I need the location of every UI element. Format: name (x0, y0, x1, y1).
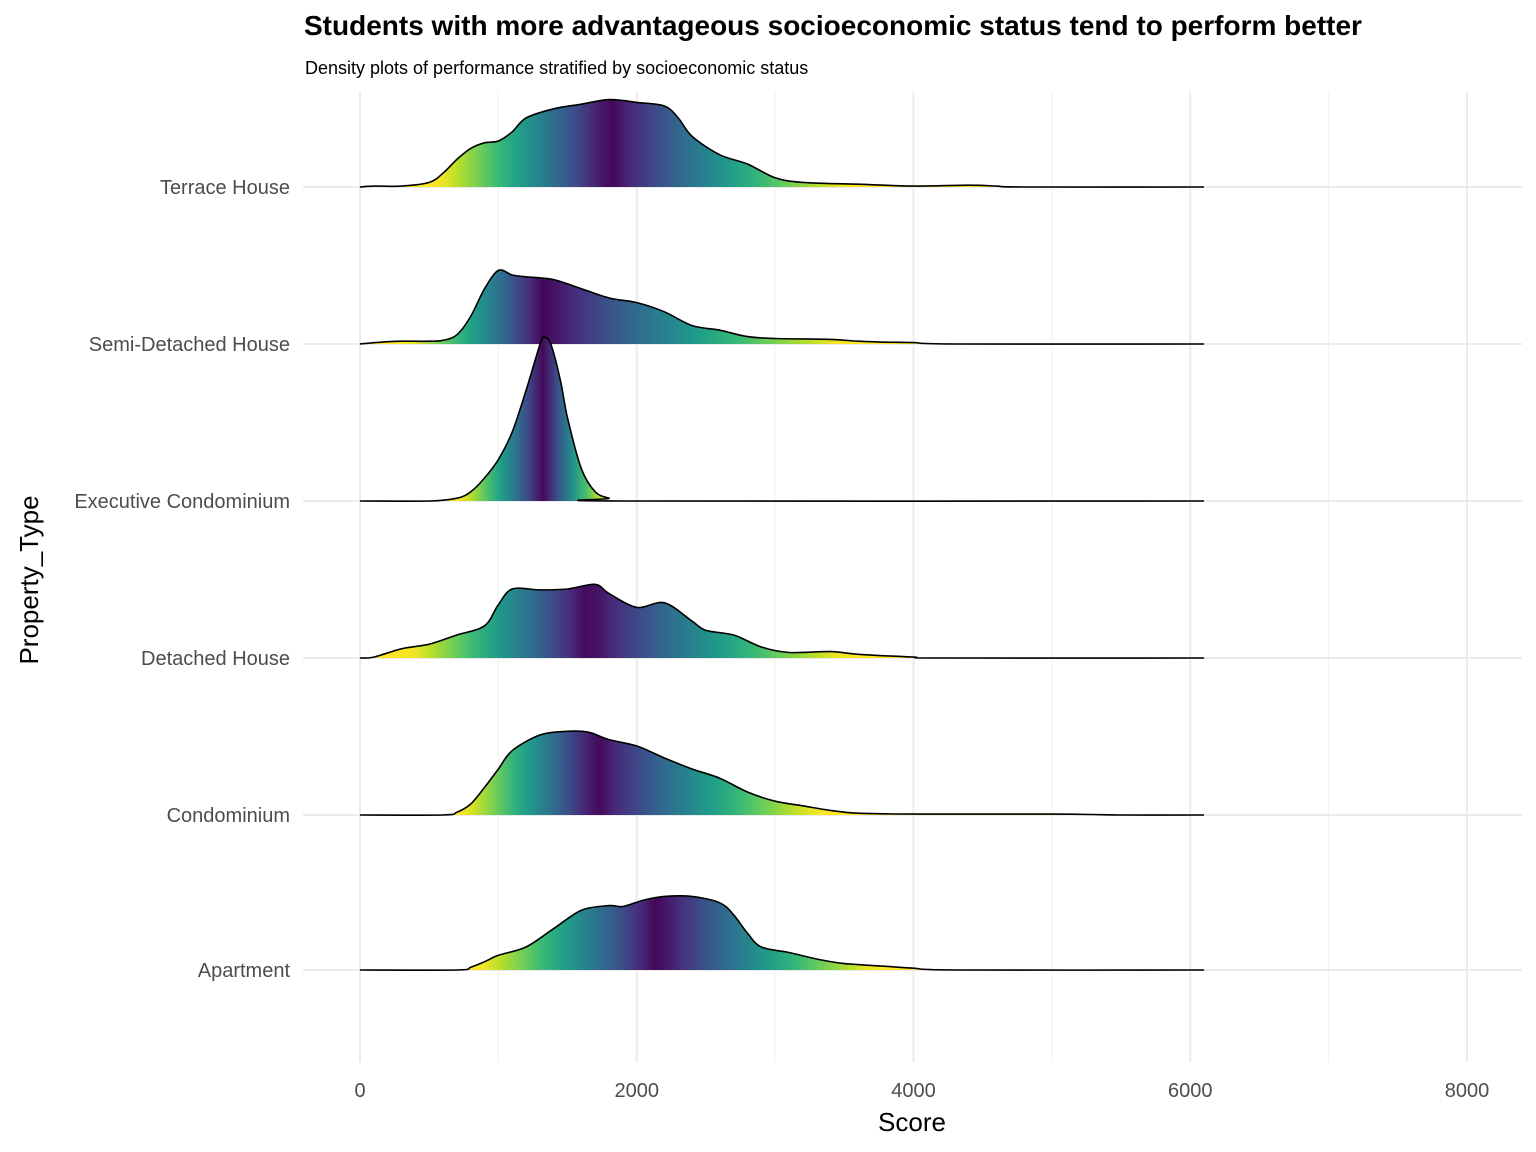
ridge-fill (360, 895, 1205, 971)
ridge-apartment (359, 895, 1205, 971)
y-tick-label: Semi-Detached House (89, 334, 290, 356)
chart-title: Students with more advantageous socioeco… (304, 10, 1362, 41)
ridge-outline (359, 583, 1205, 659)
ridge-fill (360, 99, 1205, 188)
y-tick-labels: Apartment Condominium Detached House Execut… (74, 177, 290, 982)
ridge-outline (359, 98, 1205, 188)
y-tick-label: Apartment (198, 960, 291, 982)
ridge-outline (359, 730, 1205, 816)
x-tick-label: 2000 (615, 1080, 660, 1102)
ridge-detached-house (359, 583, 1205, 659)
ridge-outline (359, 895, 1205, 971)
ridge-semi-detached-house (359, 269, 1205, 345)
x-tick-label: 0 (354, 1080, 365, 1102)
chart-subtitle: Density plots of performance stratified … (305, 58, 809, 78)
ridge-fill (360, 269, 1205, 345)
ridge-executive-condominium (359, 336, 1205, 502)
ridge-fill (360, 584, 1205, 659)
y-axis-title: Property_Type (14, 495, 44, 664)
ridges (359, 98, 1205, 971)
ridge-condominium (359, 730, 1205, 816)
y-tick-label: Condominium (167, 805, 290, 827)
x-tick-label: 6000 (1168, 1080, 1213, 1102)
y-tick-label: Executive Condominium (74, 491, 290, 513)
x-tick-label: 4000 (891, 1080, 936, 1102)
grid-lines (303, 92, 1522, 1062)
x-tick-label: 8000 (1445, 1080, 1490, 1102)
x-tick-labels: 0 2000 4000 6000 8000 (354, 1080, 1489, 1102)
ridge-fill (360, 337, 1205, 502)
ridge-outline (359, 336, 1205, 502)
x-axis-title: Score (878, 1107, 946, 1137)
ridge-outline (359, 269, 1205, 345)
y-tick-label: Detached House (141, 648, 290, 670)
ridge-terrace-house (359, 98, 1205, 188)
y-tick-label: Terrace House (160, 177, 290, 199)
ridge-fill (360, 731, 1205, 816)
